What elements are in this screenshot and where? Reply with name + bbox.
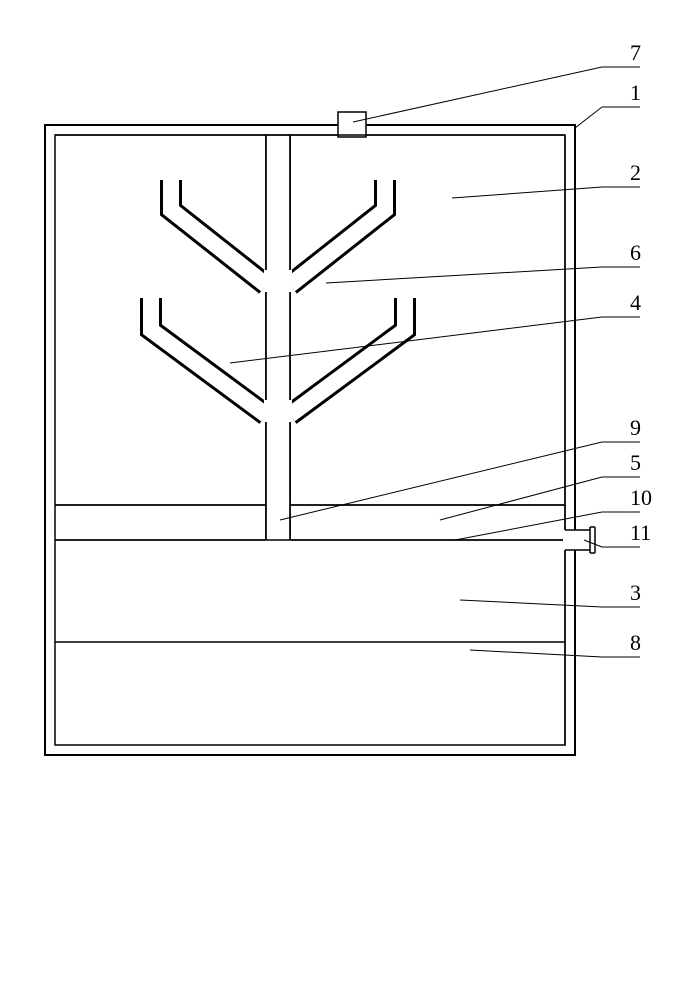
label-11: 11 [630,520,651,545]
label-5: 5 [630,450,641,475]
label-10: 10 [630,485,652,510]
label-7: 7 [630,40,641,65]
label-4: 4 [630,290,641,315]
diagram-svg: 7 1 2 6 4 9 5 10 11 3 8 [0,0,695,1000]
label-2: 2 [630,160,641,185]
label-8: 8 [630,630,641,655]
label-9: 9 [630,415,641,440]
label-6: 6 [630,240,641,265]
label-1: 1 [630,80,641,105]
label-3: 3 [630,580,641,605]
